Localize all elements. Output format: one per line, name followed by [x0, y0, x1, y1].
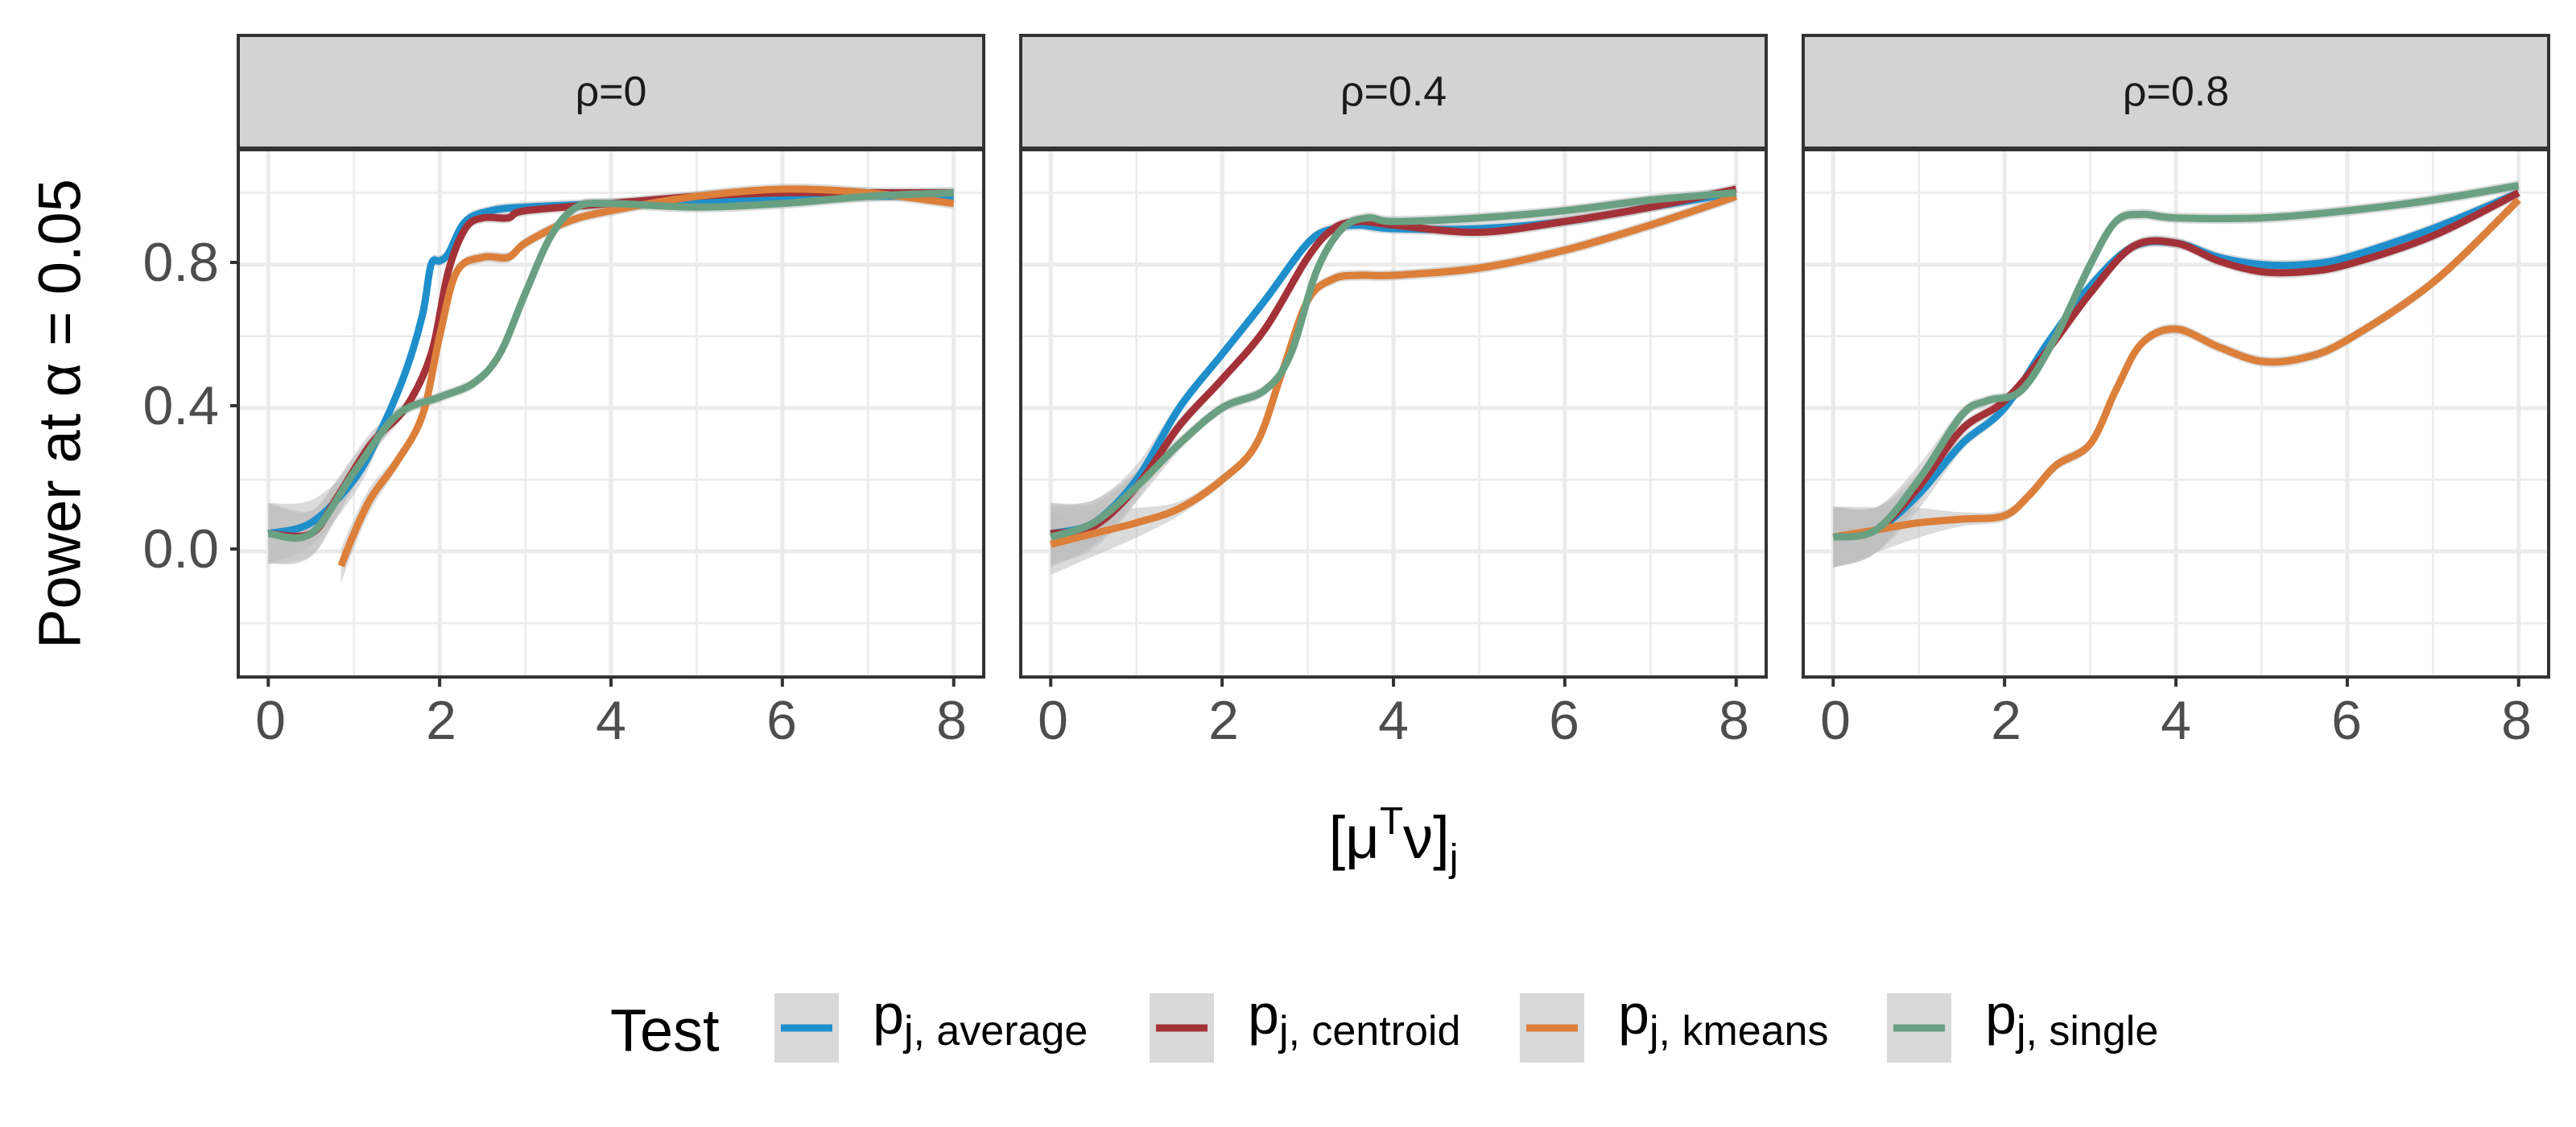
x-tick-label: 6: [1549, 690, 1579, 751]
legend-title: Test: [610, 997, 720, 1064]
x-tick-label: 4: [596, 690, 626, 751]
legend-item-single: pj, single: [1887, 983, 2158, 1063]
legend-item-average: pj, average: [774, 983, 1088, 1063]
series-layer: [267, 185, 955, 568]
legend-label-kmeans: pj, kmeans: [1618, 983, 1828, 1055]
x-tick-label: 2: [1208, 690, 1239, 751]
facet-strip: [1019, 34, 1768, 150]
facet-strip-label: ρ=0: [576, 68, 647, 115]
y-tick-label: 0.4: [142, 375, 219, 436]
series-line-centroid: [1832, 189, 2520, 541]
y-axis: 0.8 0.4 0.0: [142, 232, 238, 580]
legend-label-main: p: [873, 983, 904, 1046]
x-tick-label: 4: [1378, 690, 1409, 751]
series-line-single: [267, 189, 954, 542]
x-tick-label: 2: [426, 690, 456, 751]
facet-panel-0: ρ=0: [237, 34, 985, 687]
x-axis-title-sub: j: [1448, 837, 1459, 880]
grid-layer: [1021, 150, 1766, 677]
x-tick-label: 4: [2161, 690, 2191, 751]
x-tick-label: 0: [1038, 690, 1068, 751]
facet-strip-label: ρ=0.8: [2123, 68, 2229, 115]
x-tick-label: 6: [2331, 690, 2362, 751]
legend-label-sub: j, centroid: [1278, 1008, 1460, 1055]
legend-label-sub: j, average: [902, 1008, 1088, 1055]
legend-item-centroid: pj, centroid: [1150, 983, 1460, 1063]
series-layer: [1832, 182, 2521, 541]
legend-label-sub: j, single: [2015, 1008, 2158, 1055]
series-line-kmeans: [337, 185, 955, 568]
x-axis-title-main: [μ: [1329, 804, 1380, 871]
series-line-single: [1049, 189, 1737, 541]
series-line-kmeans: [1832, 197, 2521, 541]
x-axis-title-mid: ν]: [1403, 804, 1450, 871]
confidence-ribbon-kmeans: [1833, 194, 2519, 568]
x-tick-label: 8: [2501, 690, 2532, 751]
x-tick-label: 8: [936, 690, 967, 751]
facet-strip-label: ρ=0.4: [1340, 68, 1447, 115]
facet-strip: [237, 34, 985, 150]
legend-label-average: pj, average: [873, 983, 1088, 1055]
x-axis: 0 2 4 6 8 0 2 4 6 8 0 2 4 6 8: [255, 690, 2532, 751]
legend-label-main: p: [1618, 983, 1649, 1046]
series-line-single: [1832, 182, 2520, 541]
x-tick-label: 8: [1719, 690, 1749, 751]
series-layer: [1049, 185, 1738, 548]
series-line-kmeans: [1050, 192, 1738, 548]
legend-label-single: pj, single: [1985, 983, 2158, 1055]
y-tick-label: 0.0: [142, 518, 219, 580]
legend-item-kmeans: pj, kmeans: [1520, 983, 1828, 1063]
x-axis-title-sup: T: [1380, 800, 1403, 843]
x-tick-label: 0: [1820, 690, 1851, 751]
y-tick-label: 0.8: [142, 232, 219, 293]
legend-label-main: p: [1985, 983, 2017, 1046]
x-axis-title: [μTν]j: [1329, 800, 1459, 880]
facet-panel-1: ρ=0.4: [1019, 34, 1768, 687]
facet-strip: [1802, 34, 2550, 150]
x-tick-label: 0: [255, 690, 286, 751]
x-tick-label: 6: [766, 690, 797, 751]
legend-label-main: p: [1248, 983, 1279, 1046]
grid-layer: [1803, 150, 2549, 677]
y-axis-title: Power at α = 0.05: [27, 179, 93, 649]
facet-panel-2: ρ=0.8: [1802, 34, 2550, 687]
x-tick-label: 2: [1991, 690, 2021, 751]
legend-label-centroid: pj, centroid: [1248, 983, 1460, 1055]
legend: Test pj, average pj, centroid pj, kmeans…: [610, 983, 2158, 1064]
legend-label-sub: j, kmeans: [1648, 1008, 1829, 1055]
